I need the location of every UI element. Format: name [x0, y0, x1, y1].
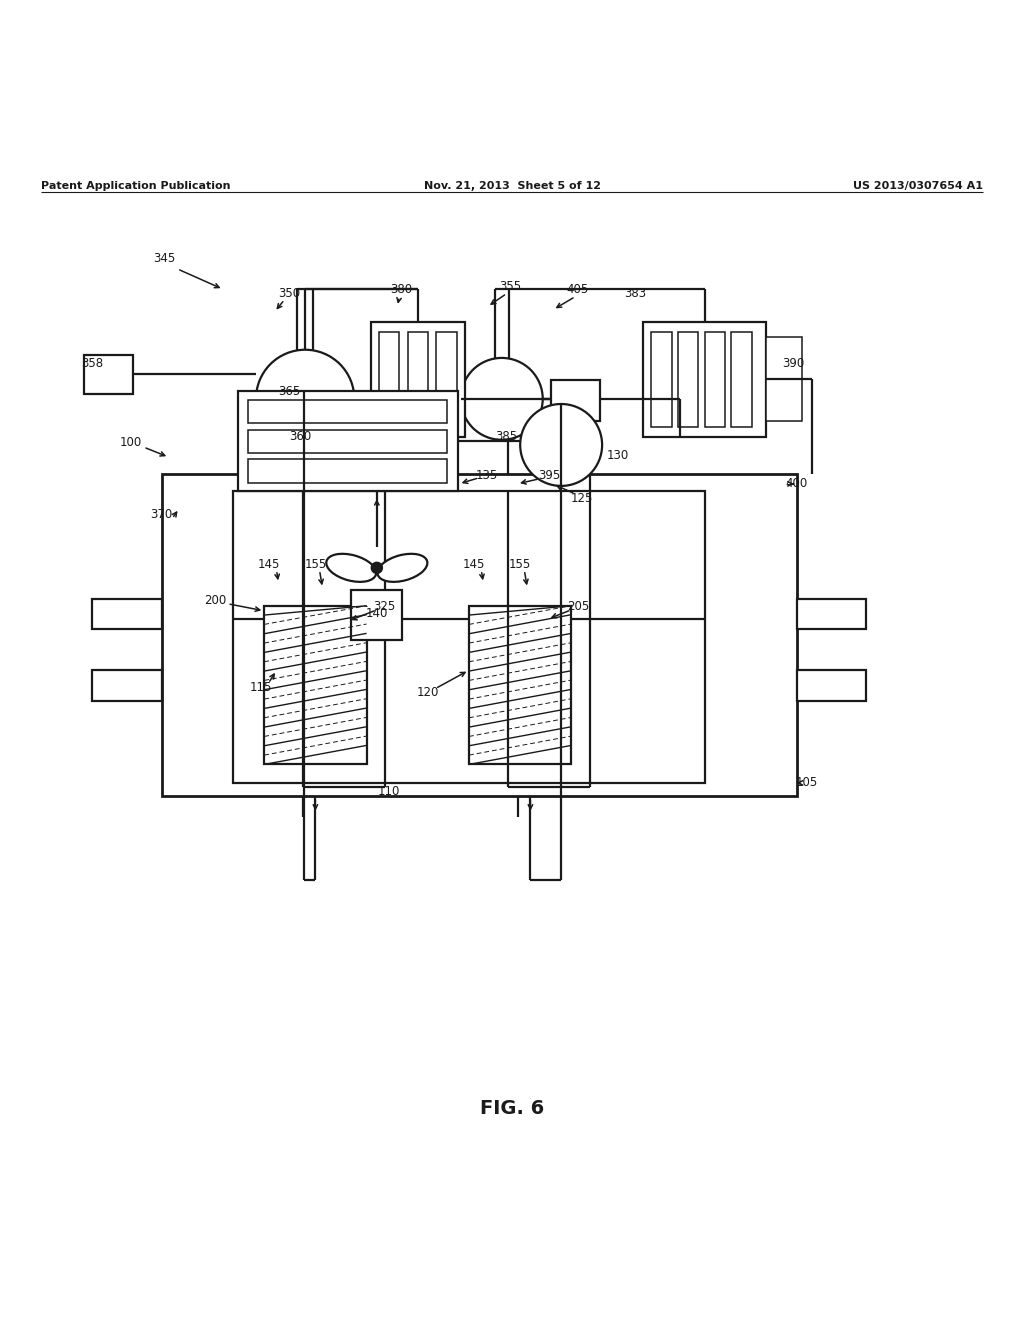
Text: 350: 350 — [278, 286, 300, 300]
Text: 355: 355 — [499, 280, 521, 293]
Text: 380: 380 — [390, 282, 413, 296]
Bar — [797, 671, 866, 701]
Text: 385: 385 — [495, 430, 517, 444]
Text: 120: 120 — [417, 686, 439, 700]
Text: 145: 145 — [258, 558, 281, 572]
Bar — [651, 333, 672, 426]
Bar — [351, 590, 402, 639]
Bar — [469, 606, 571, 764]
Text: 345: 345 — [153, 252, 175, 265]
Text: 125: 125 — [570, 492, 593, 504]
Text: FIG. 6: FIG. 6 — [480, 1100, 544, 1118]
Text: 325: 325 — [373, 601, 395, 614]
Bar — [371, 322, 465, 437]
Text: 400: 400 — [785, 478, 808, 490]
Text: Nov. 21, 2013  Sheet 5 of 12: Nov. 21, 2013 Sheet 5 of 12 — [424, 181, 600, 191]
Text: 200: 200 — [204, 594, 226, 607]
Text: 130: 130 — [606, 449, 629, 462]
Bar — [797, 598, 866, 630]
Text: 145: 145 — [463, 558, 485, 572]
Text: 140: 140 — [366, 607, 388, 620]
Text: US 2013/0307654 A1: US 2013/0307654 A1 — [853, 181, 983, 191]
Text: 365: 365 — [279, 385, 301, 399]
Bar — [264, 606, 367, 764]
Text: 358: 358 — [81, 356, 103, 370]
Bar — [92, 598, 162, 630]
Circle shape — [461, 358, 543, 440]
Bar — [731, 333, 752, 426]
Bar — [643, 322, 766, 437]
Bar — [766, 338, 802, 421]
Bar — [678, 333, 698, 426]
Bar — [162, 474, 797, 796]
Bar — [551, 380, 600, 421]
Text: 100: 100 — [120, 437, 142, 449]
Circle shape — [520, 404, 602, 486]
Bar — [92, 671, 162, 701]
Bar — [436, 333, 457, 426]
Text: 390: 390 — [782, 356, 805, 370]
Circle shape — [372, 562, 382, 573]
Bar — [233, 491, 705, 783]
Ellipse shape — [327, 554, 376, 582]
Text: 405: 405 — [566, 282, 589, 296]
Text: 155: 155 — [304, 558, 327, 572]
Text: 370: 370 — [151, 508, 173, 521]
Bar — [248, 459, 447, 483]
Text: 205: 205 — [567, 601, 590, 614]
Ellipse shape — [378, 554, 427, 582]
Bar — [705, 333, 725, 426]
Bar — [379, 333, 399, 426]
Text: 115: 115 — [250, 681, 272, 694]
Bar — [408, 333, 428, 426]
Bar — [248, 400, 447, 424]
Bar — [248, 429, 447, 453]
Text: 110: 110 — [378, 784, 400, 797]
Text: Patent Application Publication: Patent Application Publication — [41, 181, 230, 191]
Circle shape — [256, 350, 354, 447]
Text: 155: 155 — [509, 558, 531, 572]
Bar — [84, 355, 133, 393]
Bar — [238, 391, 458, 491]
Text: 383: 383 — [624, 286, 646, 300]
Text: 135: 135 — [475, 469, 498, 482]
Text: 360: 360 — [289, 430, 311, 444]
Text: 395: 395 — [538, 469, 560, 482]
Text: 105: 105 — [796, 776, 818, 789]
